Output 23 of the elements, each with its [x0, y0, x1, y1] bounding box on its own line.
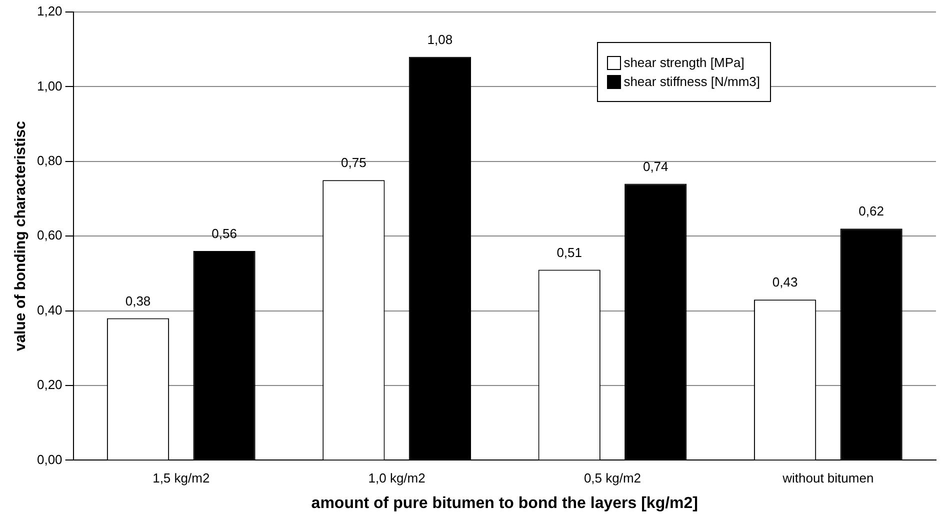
x-tick-label: 0,5 kg/m2 [584, 470, 642, 486]
data-label: 0,75 [341, 155, 366, 170]
data-label: 1,08 [427, 32, 453, 47]
x-tick-label: 1,5 kg/m2 [152, 470, 210, 486]
y-tick-label: 1,00 [36, 78, 62, 94]
y-tick-label: 0,60 [36, 228, 62, 243]
y-tick-label: 0,20 [36, 377, 62, 392]
legend-label: shear strength [MPa] [624, 55, 744, 70]
data-label: 0,62 [858, 204, 884, 219]
data-label: 0,56 [212, 226, 237, 242]
y-tick-label: 1,20 [36, 4, 62, 19]
x-axis-title: amount of pure bitumen to bond the layers [kg/m2] [311, 494, 698, 512]
y-axis-title: value of bonding characteristisc [12, 121, 30, 352]
x-tick-label: 1,0 kg/m2 [368, 470, 426, 486]
y-tick-label: 0,40 [36, 302, 62, 318]
legend-label: shear stiffness [N/mm3] [624, 74, 760, 89]
data-label: 0,38 [125, 293, 151, 308]
y-tick-label: 0,80 [36, 152, 62, 168]
data-label: 0,43 [772, 274, 798, 290]
data-label: 0,74 [642, 158, 668, 174]
y-tick-label: 0,00 [36, 452, 62, 467]
x-tick-label: without bitumen [782, 470, 874, 486]
data-label: 0,51 [556, 244, 582, 260]
